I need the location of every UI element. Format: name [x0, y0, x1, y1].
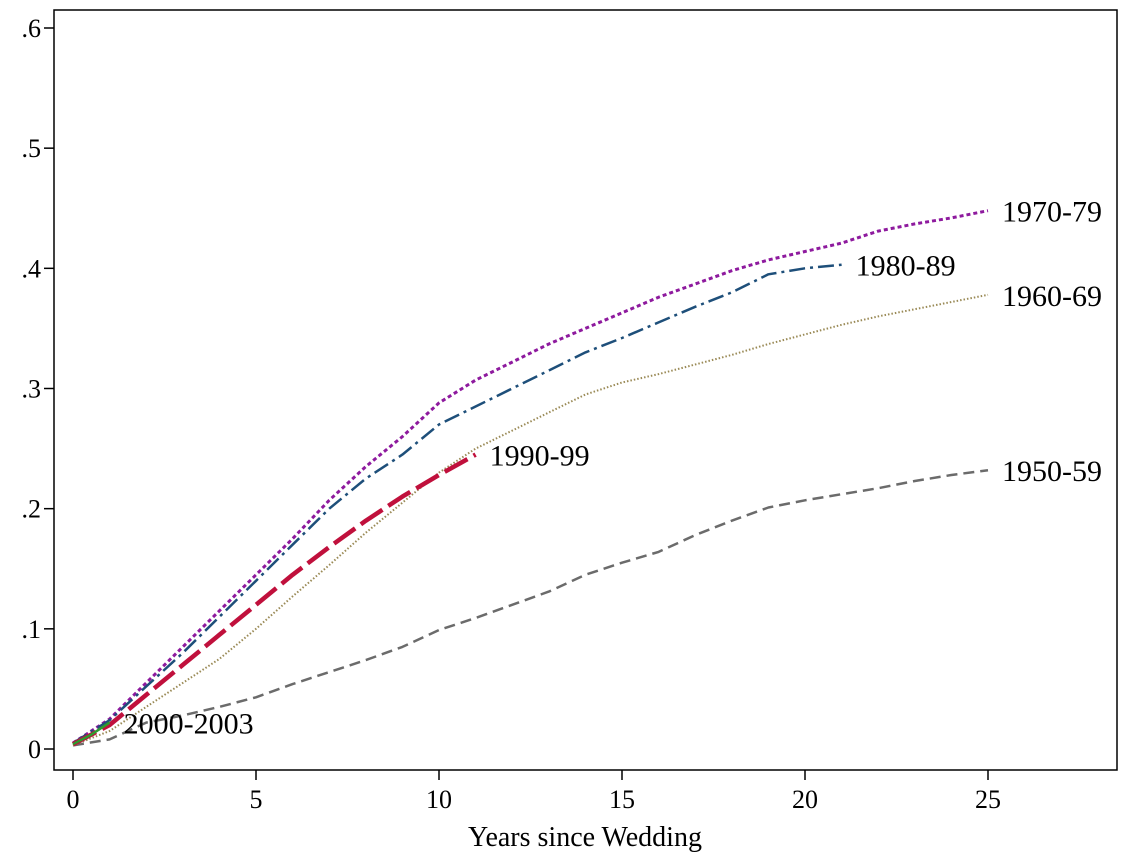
series-label-1950-59: 1950-59 — [1002, 455, 1102, 488]
series-line-1990-99 — [71, 452, 477, 747]
plot-frame — [53, 9, 1118, 771]
x-tick-label: 0 — [67, 785, 80, 814]
series-label-1960-69: 1960-69 — [1002, 280, 1102, 313]
series-line-1980-89 — [72, 263, 842, 745]
y-tick-label: .1 — [22, 615, 42, 644]
series-label-1980-89: 1980-89 — [856, 250, 956, 283]
series-line-2000-2003 — [72, 721, 111, 746]
x-axis-label: Years since Wedding — [468, 822, 702, 853]
series-label-1970-79: 1970-79 — [1002, 196, 1102, 229]
y-tick-label: .5 — [22, 134, 42, 163]
x-tick-label: 15 — [609, 785, 635, 814]
series-label-layer: 1950-59 1960-69 1970-79 1980-89 1990-99 2000-… — [124, 196, 1102, 741]
series-line-1970-79 — [72, 209, 989, 745]
y-tick-label: .2 — [22, 495, 42, 524]
y-tick-label: .6 — [22, 14, 42, 43]
y-tick-label: .4 — [22, 254, 42, 283]
y-tick-label: 0 — [28, 735, 41, 764]
x-tick-label: 5 — [250, 785, 263, 814]
x-tick-label: 20 — [792, 785, 818, 814]
x-tick-label: 10 — [426, 785, 452, 814]
series-label-1990-99: 1990-99 — [490, 440, 590, 473]
series-line-1960-69 — [72, 293, 989, 747]
y-tick-label: .3 — [22, 375, 42, 404]
y-axis: 0 .1 .2 .3 .4 .5 .6 — [22, 14, 54, 764]
series-line-1950-59 — [72, 468, 989, 747]
x-axis: 0 5 10 15 20 25 — [67, 770, 1001, 814]
series-layer — [71, 209, 989, 747]
x-tick-label: 25 — [975, 785, 1001, 814]
series-label-2000-2003: 2000-2003 — [124, 708, 254, 741]
